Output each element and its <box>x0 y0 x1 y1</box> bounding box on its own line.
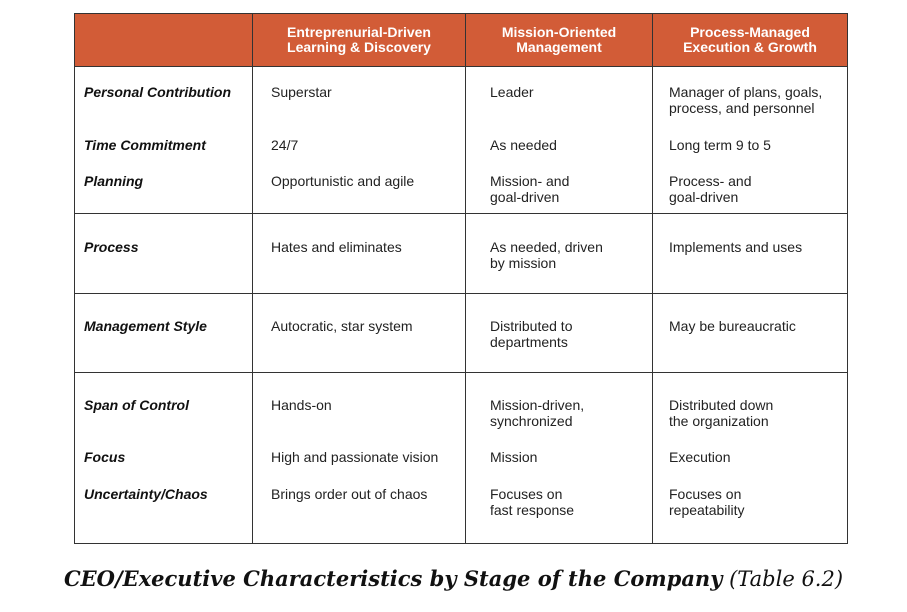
cell-time-commitment-process: Long term 9 to 5 <box>669 137 771 153</box>
row-label-management-style: Management Style <box>84 318 207 334</box>
row-label-focus: Focus <box>84 449 126 465</box>
row-label-planning: Planning <box>84 173 144 189</box>
characteristics-table: Entreprenurial-Driven Learning & Discove… <box>74 13 848 544</box>
cell-focus-mission: Mission <box>490 449 538 465</box>
table-caption: CEO/Executive Characteristics by Stage o… <box>0 566 907 591</box>
cell-personal-contribution-process: Manager of plans, goals, process, and pe… <box>669 84 823 116</box>
cell-management-style-mission: Distributed to departments <box>490 318 573 350</box>
cell-span-of-control-process: Distributed down the organization <box>669 397 774 429</box>
cell-management-style-entrepreneurial: Autocratic, star system <box>271 318 413 334</box>
row-label-span-of-control: Span of Control <box>84 397 189 413</box>
cell-time-commitment-mission: As needed <box>490 137 557 153</box>
cell-personal-contribution-entrepreneurial: Superstar <box>271 84 332 100</box>
cell-process-process: Implements and uses <box>669 239 803 255</box>
cell-span-of-control-mission: Mission-driven, synchronized <box>490 397 585 429</box>
row-label-personal-contribution: Personal Contribution <box>84 84 231 100</box>
column-divider <box>252 14 253 543</box>
cell-uncertainty-chaos-entrepreneurial: Brings order out of chaos <box>271 486 428 502</box>
row-label-time-commitment: Time Commitment <box>84 137 206 153</box>
row-label-process: Process <box>84 239 139 255</box>
header-entrepreneurial-driven: Entreprenurial-Driven Learning & Discove… <box>287 24 431 55</box>
cell-uncertainty-chaos-process: Focuses on repeatability <box>669 486 745 518</box>
row-label-uncertainty-chaos: Uncertainty/Chaos <box>84 486 208 502</box>
row-divider <box>75 213 847 214</box>
table-header-row: Entreprenurial-Driven Learning & Discove… <box>75 14 847 67</box>
header-mission-oriented: Mission-Oriented Management <box>501 24 617 55</box>
column-divider <box>465 14 466 543</box>
cell-personal-contribution-mission: Leader <box>490 84 534 100</box>
cell-focus-entrepreneurial: High and passionate vision <box>271 449 439 465</box>
column-divider <box>652 14 653 543</box>
cell-process-mission: As needed, driven by mission <box>490 239 603 271</box>
cell-span-of-control-entrepreneurial: Hands-on <box>271 397 332 413</box>
caption-title: CEO/Executive Characteristics by Stage o… <box>63 566 723 591</box>
row-divider <box>75 293 847 294</box>
cell-planning-mission: Mission- and goal-driven <box>490 173 570 205</box>
cell-time-commitment-entrepreneurial: 24/7 <box>271 137 299 153</box>
cell-management-style-process: May be bureaucratic <box>669 318 796 334</box>
row-divider <box>75 372 847 373</box>
cell-focus-process: Execution <box>669 449 731 465</box>
cell-planning-entrepreneurial: Opportunistic and agile <box>271 173 415 189</box>
cell-planning-process: Process- and goal-driven <box>669 173 752 205</box>
cell-process-entrepreneurial: Hates and eliminates <box>271 239 402 255</box>
header-process-managed: Process-Managed Execution & Growth <box>683 24 817 55</box>
caption-reference: (Table 6.2) <box>729 567 844 591</box>
cell-uncertainty-chaos-mission: Focuses on fast response <box>490 486 575 518</box>
header-cell-empty <box>75 14 252 66</box>
